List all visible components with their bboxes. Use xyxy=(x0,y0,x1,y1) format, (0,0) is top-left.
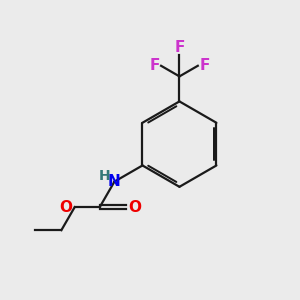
Text: F: F xyxy=(199,58,210,73)
Text: O: O xyxy=(59,200,72,215)
Text: F: F xyxy=(174,40,184,55)
Text: N: N xyxy=(108,174,121,189)
Text: F: F xyxy=(149,58,160,73)
Text: H: H xyxy=(98,169,110,183)
Text: O: O xyxy=(129,200,142,215)
